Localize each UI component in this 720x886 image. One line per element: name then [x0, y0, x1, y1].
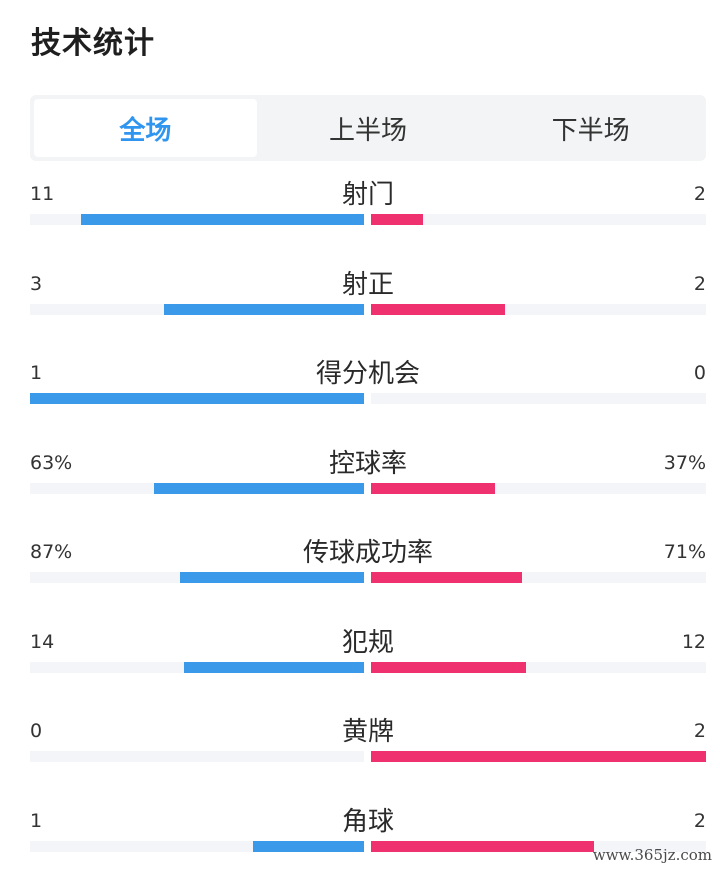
- home-bar-track: [30, 572, 364, 583]
- stat-row-fouls: 14 犯规 12: [30, 618, 706, 708]
- away-value: 2: [694, 810, 706, 832]
- stat-row-shots-on-target: 3 射正 2: [30, 260, 706, 350]
- tab-first-half[interactable]: 上半场: [257, 99, 480, 157]
- away-value: 37%: [664, 452, 706, 474]
- stat-row-shots: 11 射门 2: [30, 170, 706, 260]
- away-bar-track: [371, 572, 706, 583]
- stat-label: 犯规: [30, 622, 706, 659]
- tab-second-half[interactable]: 下半场: [479, 99, 702, 157]
- stat-label: 射正: [30, 264, 706, 301]
- away-value: 2: [694, 273, 706, 295]
- away-value: 12: [682, 631, 706, 653]
- period-tabs: 全场 上半场 下半场: [30, 95, 706, 161]
- home-bar-track: [30, 214, 364, 225]
- away-value: 0: [694, 362, 706, 384]
- home-bar: [184, 662, 364, 673]
- away-bar: [371, 304, 505, 315]
- stat-label: 得分机会: [30, 353, 706, 390]
- away-bar-track: [371, 662, 706, 673]
- away-bar-track: [371, 304, 706, 315]
- away-value: 2: [694, 183, 706, 205]
- away-bar: [371, 662, 526, 673]
- away-bar-track: [371, 393, 706, 404]
- home-bar: [180, 572, 364, 583]
- home-bar: [253, 841, 364, 852]
- stat-row-pass-accuracy: 87% 传球成功率 71%: [30, 528, 706, 618]
- stat-row-big-chances: 1 得分机会 0: [30, 349, 706, 439]
- stat-label: 射门: [30, 174, 706, 211]
- home-bar-track: [30, 841, 364, 852]
- away-bar: [371, 214, 423, 225]
- away-bar: [371, 751, 706, 762]
- home-bar-track: [30, 304, 364, 315]
- home-bar: [81, 214, 364, 225]
- stat-row-possession: 63% 控球率 37%: [30, 439, 706, 529]
- home-bar: [164, 304, 364, 315]
- page-title: 技术统计: [31, 18, 155, 62]
- away-value: 2: [694, 720, 706, 742]
- home-bar-track: [30, 662, 364, 673]
- stat-label: 角球: [30, 801, 706, 838]
- away-bar-track: [371, 483, 706, 494]
- stat-row-corners: 1 角球 2: [30, 797, 706, 886]
- away-bar-track: [371, 751, 706, 762]
- away-value: 71%: [664, 541, 706, 563]
- stats-list: 11 射门 2 3 射正 2 1 得分机会 0 63% 控球率 37% 87% …: [30, 170, 706, 886]
- away-bar: [371, 841, 594, 852]
- home-bar-track: [30, 483, 364, 494]
- away-bar: [371, 483, 495, 494]
- stat-row-yellow-cards: 0 黄牌 2: [30, 707, 706, 797]
- away-bar-track: [371, 214, 706, 225]
- away-bar: [371, 572, 522, 583]
- home-bar: [30, 393, 364, 404]
- home-bar-track: [30, 751, 364, 762]
- stat-label: 传球成功率: [30, 532, 706, 569]
- stat-label: 黄牌: [30, 711, 706, 748]
- home-bar: [154, 483, 364, 494]
- stat-label: 控球率: [30, 443, 706, 480]
- tab-full-match[interactable]: 全场: [34, 99, 257, 157]
- watermark: www.365jz.com: [593, 846, 712, 864]
- home-bar-track: [30, 393, 364, 404]
